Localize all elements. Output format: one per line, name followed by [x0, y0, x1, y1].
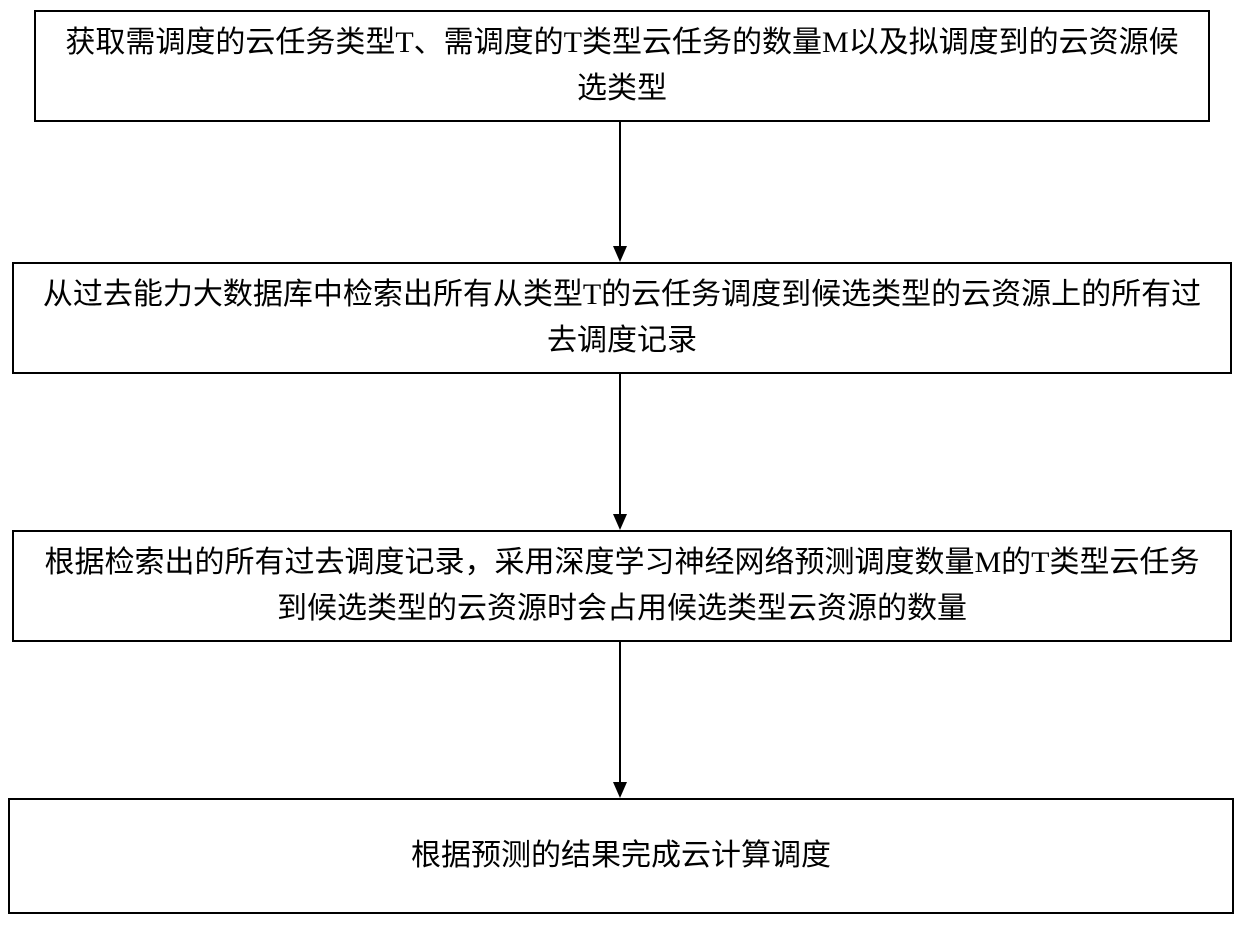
arrow-2 — [605, 374, 635, 530]
arrow-3 — [605, 642, 635, 798]
step-box-3: 根据检索出的所有过去调度记录，采用深度学习神经网络预测调度数量M的T类型云任务到… — [12, 530, 1232, 642]
step-text-1: 获取需调度的云任务类型T、需调度的T类型云任务的数量M以及拟调度到的云资源候选类… — [54, 20, 1190, 113]
step-text-2: 从过去能力大数据库中检索出所有从类型T的云任务调度到候选类型的云资源上的所有过去… — [32, 272, 1212, 365]
step-box-2: 从过去能力大数据库中检索出所有从类型T的云任务调度到候选类型的云资源上的所有过去… — [12, 262, 1232, 374]
step-text-3: 根据检索出的所有过去调度记录，采用深度学习神经网络预测调度数量M的T类型云任务到… — [32, 540, 1212, 633]
flowchart-container: 获取需调度的云任务类型T、需调度的T类型云任务的数量M以及拟调度到的云资源候选类… — [0, 0, 1240, 935]
step-box-4: 根据预测的结果完成云计算调度 — [8, 798, 1234, 914]
step-box-1: 获取需调度的云任务类型T、需调度的T类型云任务的数量M以及拟调度到的云资源候选类… — [34, 10, 1210, 122]
step-text-4: 根据预测的结果完成云计算调度 — [411, 833, 831, 880]
arrow-1 — [605, 122, 635, 262]
